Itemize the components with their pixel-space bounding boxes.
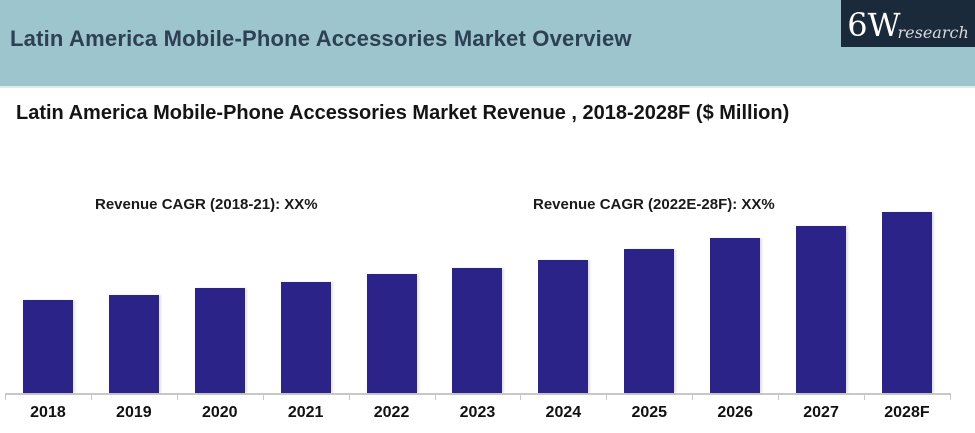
axis-tick	[176, 393, 178, 400]
bar-2024	[538, 260, 589, 393]
x-axis-label-2018: 2018	[30, 404, 66, 421]
chart-title: Latin America Mobile-Phone Accessories M…	[16, 102, 790, 124]
bar-2028F	[881, 212, 932, 393]
axis-tick	[778, 393, 780, 400]
axis-tick	[5, 393, 6, 400]
bar-2022	[366, 274, 417, 393]
axis-tick	[348, 393, 350, 400]
x-axis	[5, 393, 950, 395]
axis-tick	[949, 393, 951, 400]
bar-2023	[452, 268, 503, 393]
bar-2019	[108, 295, 159, 393]
brand-logo-sub: research	[897, 23, 969, 42]
header-banner: Latin America Mobile-Phone Accessories M…	[0, 0, 975, 88]
axis-tick	[520, 393, 522, 400]
x-axis-label-2027: 2027	[803, 404, 839, 421]
axis-tick	[262, 393, 264, 400]
axis-tick	[434, 393, 436, 400]
axis-tick	[606, 393, 608, 400]
axis-tick	[90, 393, 92, 400]
x-axis-label-2025: 2025	[631, 404, 668, 421]
bar-2021	[280, 282, 331, 393]
cagr-annotation-right: Revenue CAGR (2022E-28F): XX%	[533, 196, 775, 213]
x-axis-label-2026: 2026	[717, 404, 753, 421]
bar-chart: Revenue CAGR (2018-21): XX% Revenue CAGR…	[0, 140, 975, 433]
page-title: Latin America Mobile-Phone Accessories M…	[10, 26, 632, 51]
bar-2025	[624, 249, 675, 393]
x-axis-label-2023: 2023	[459, 404, 496, 421]
brand-logo: 6W research	[841, 0, 975, 47]
brand-logo-main: 6W	[847, 6, 901, 44]
x-axis-label-2022: 2022	[373, 404, 410, 421]
x-axis-label-2019: 2019	[116, 404, 152, 421]
axis-tick	[864, 393, 865, 400]
x-axis-label-2024: 2024	[545, 404, 582, 421]
x-axis-label-2020: 2020	[201, 404, 238, 421]
axis-tick	[692, 393, 694, 400]
bar-2020	[194, 288, 245, 393]
cagr-annotation-left: Revenue CAGR (2018-21): XX%	[95, 196, 318, 213]
bar-2018	[22, 300, 73, 393]
bar-2026	[710, 238, 761, 393]
x-axis-label-2028F: 2028F	[884, 404, 930, 421]
x-axis-label-2021: 2021	[287, 404, 324, 421]
bar-2027	[796, 226, 847, 393]
